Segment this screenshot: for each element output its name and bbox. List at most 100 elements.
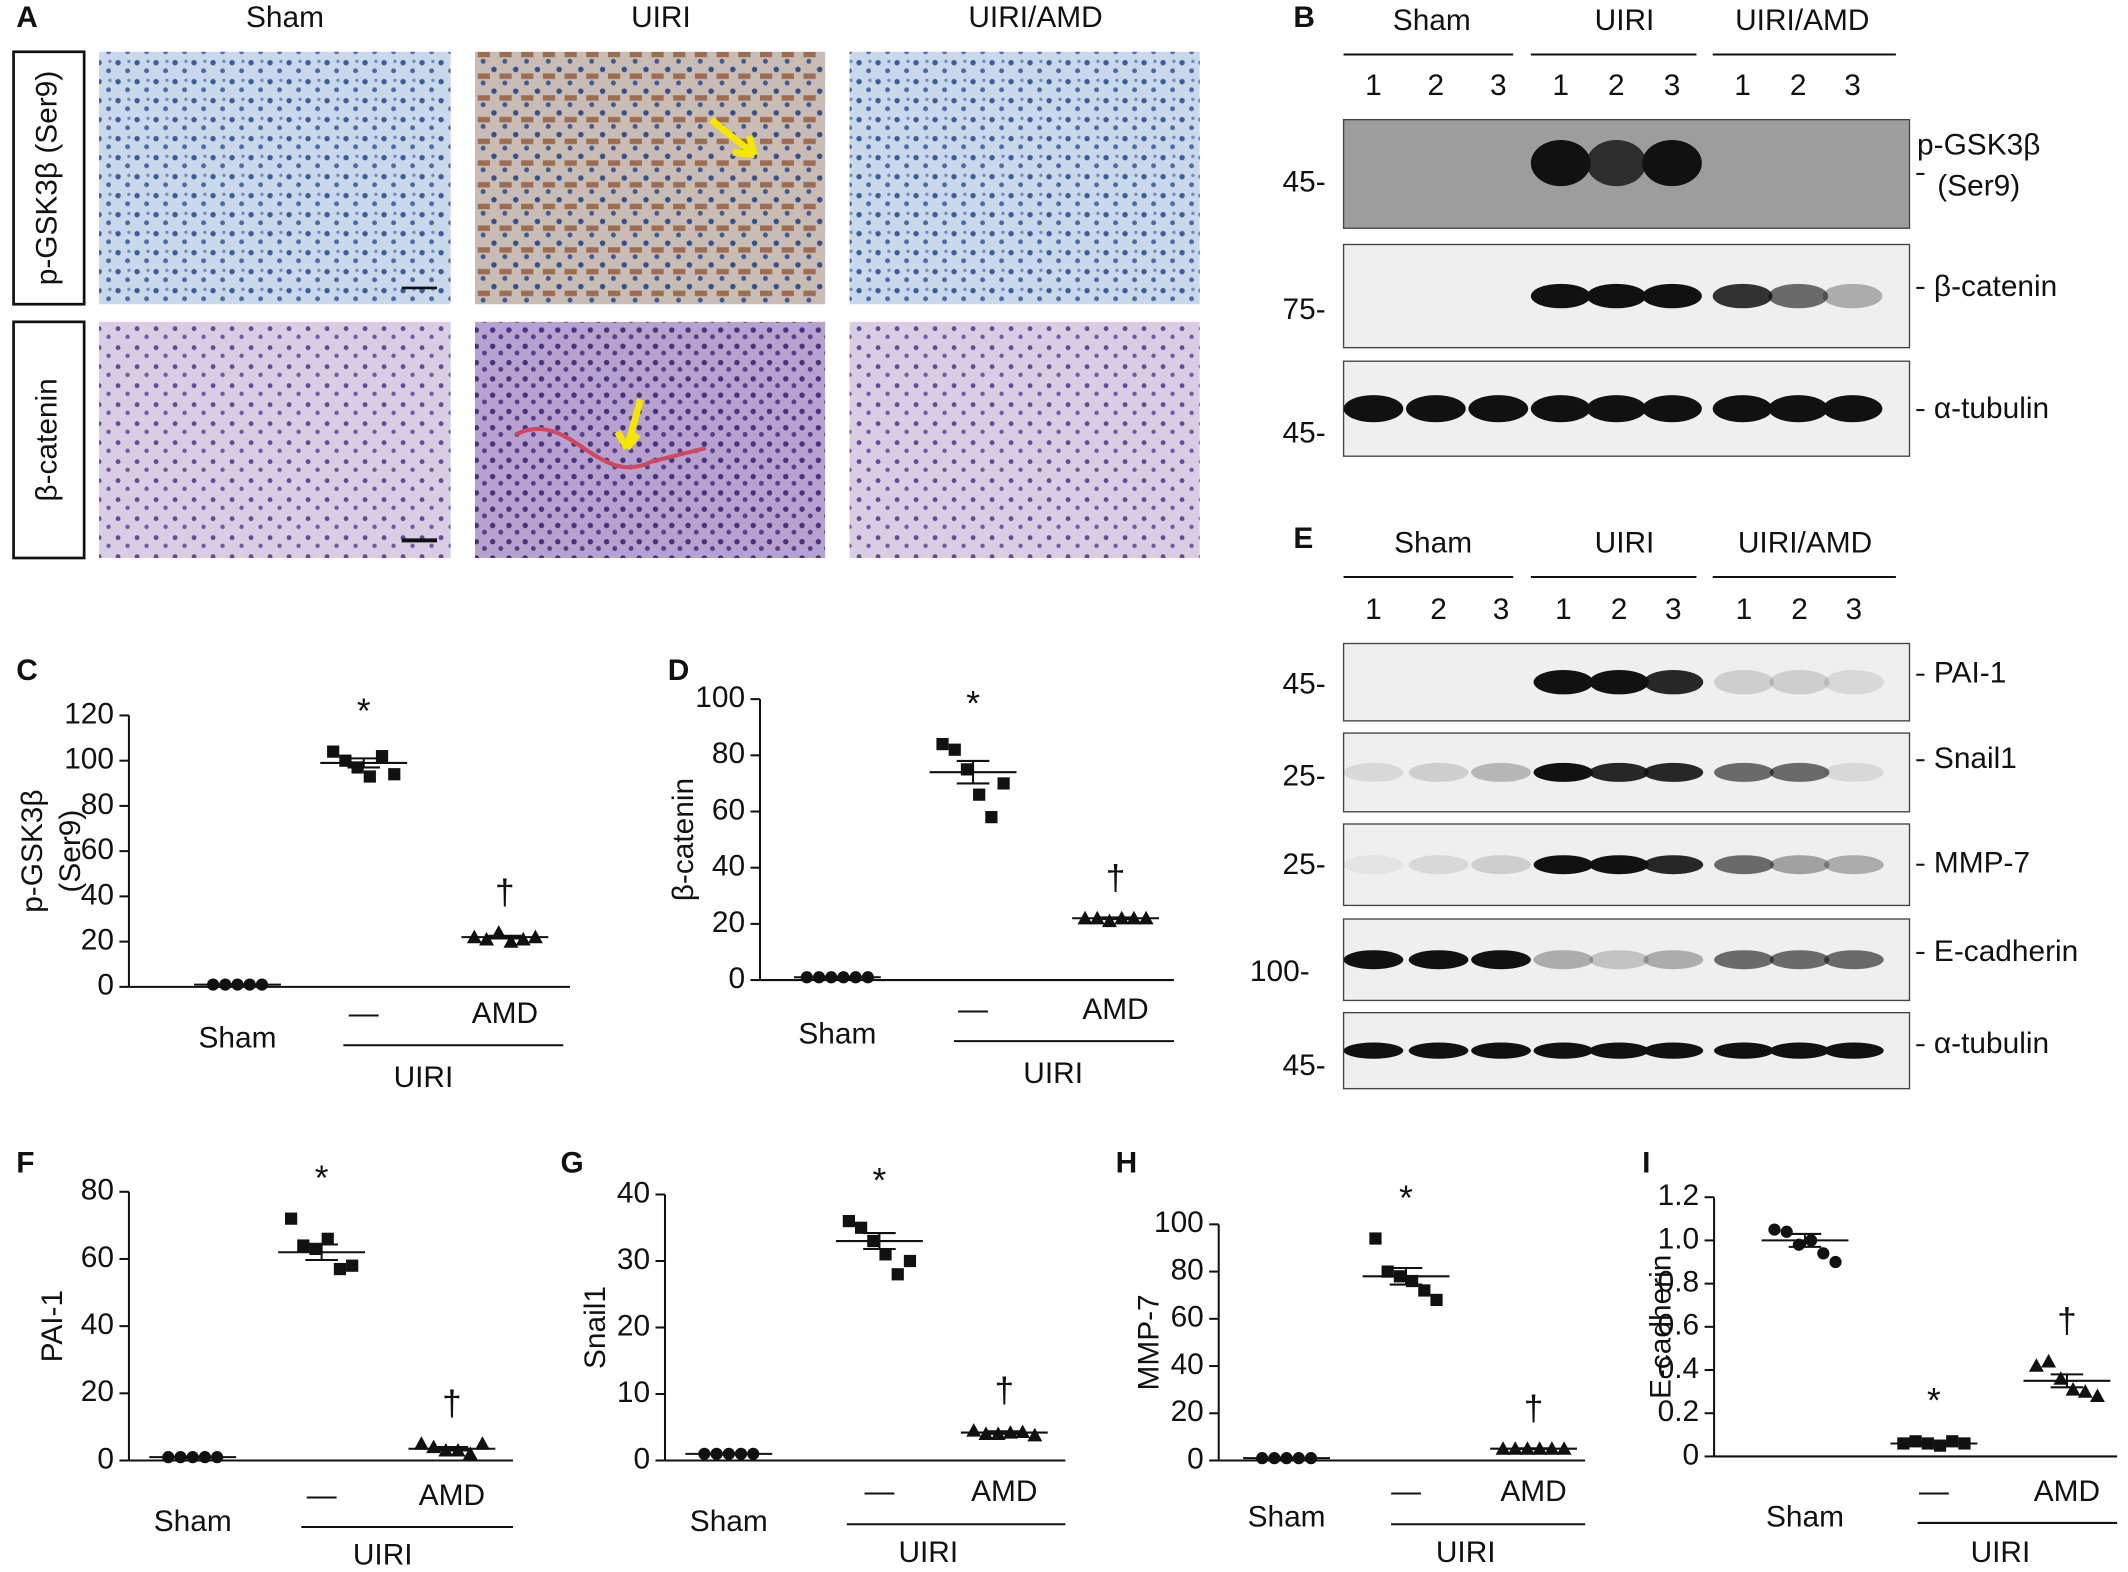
- data-point: [985, 811, 998, 824]
- micrograph: [99, 51, 451, 305]
- band: [1643, 762, 1704, 782]
- y-tick-label: 60: [712, 793, 745, 826]
- x-tick-label: AMD: [472, 997, 538, 1030]
- size-marker: 45-: [1283, 165, 1326, 198]
- y-tick-label: 40: [712, 850, 745, 883]
- data-point: [997, 777, 1010, 790]
- lane-label: 2: [1790, 69, 1807, 102]
- group-label: UIRI: [1023, 1057, 1083, 1090]
- data-point: [1102, 913, 1117, 928]
- y-tick-label: 80: [81, 788, 114, 821]
- band: [1343, 950, 1404, 970]
- band: [1343, 395, 1404, 423]
- y-tick-label: 0: [728, 962, 745, 995]
- y-tick-label: 40: [1171, 1348, 1204, 1381]
- data-point: [936, 737, 949, 751]
- group-label: Sham: [1393, 4, 1471, 37]
- blot-panel: B Sham UIRI UIRI/AMD 1 2 3 1 2 3 1 2 3 45- p-GSK3β (Ser…: [1283, 1, 2057, 457]
- lane-label: 2: [1791, 593, 1808, 626]
- significance-mark: *: [1399, 1179, 1413, 1218]
- group-label: UIRI: [1971, 1536, 2031, 1569]
- x-tick-label: Sham: [690, 1505, 768, 1538]
- band: [1712, 395, 1773, 423]
- data-point: [891, 1268, 904, 1281]
- lane-label: 1: [1734, 69, 1751, 102]
- band: [1468, 395, 1529, 423]
- band: [1343, 762, 1404, 782]
- band: [1714, 1042, 1774, 1059]
- y-tick-label: 0.2: [1658, 1395, 1700, 1428]
- data-point: [363, 770, 376, 783]
- column-title: UIRI/AMD: [968, 1, 1102, 34]
- lane-label: 3: [1844, 69, 1861, 102]
- band: [1769, 950, 1830, 970]
- band: [1408, 855, 1469, 875]
- panel-letter: H: [1116, 1147, 1138, 1180]
- y-tick-label: 0: [1187, 1442, 1204, 1475]
- band: [1642, 395, 1702, 423]
- x-tick-label: —: [1391, 1475, 1421, 1508]
- data-point: [1430, 1293, 1443, 1307]
- lane-label: 3: [1846, 593, 1863, 626]
- x-tick-label: Sham: [1766, 1501, 1844, 1534]
- data-point: [333, 1262, 347, 1276]
- y-tick-label: 1.0: [1658, 1222, 1700, 1255]
- band: [1714, 950, 1774, 970]
- band: [1530, 140, 1591, 187]
- row-label: PAI-1: [1934, 657, 2006, 690]
- group-label: UIRI/AMD: [1738, 526, 1872, 559]
- significance-mark: †: [1106, 859, 1126, 898]
- band: [1343, 855, 1404, 875]
- band: [1589, 855, 1649, 875]
- group-label: UIRI: [353, 1539, 413, 1572]
- panel-letter: A: [16, 1, 38, 34]
- group-label: UIRI: [1595, 4, 1655, 37]
- y-tick-label: 1.2: [1658, 1179, 1700, 1212]
- row-label: MMP-7: [1934, 847, 2030, 880]
- panel-letter: G: [561, 1147, 584, 1180]
- band: [1768, 395, 1829, 423]
- lane-label: 1: [1552, 69, 1569, 102]
- x-tick-label: AMD: [1500, 1475, 1566, 1508]
- micrograph: [849, 321, 1200, 558]
- data-point: [842, 1214, 855, 1228]
- band: [1408, 950, 1469, 970]
- band: [1822, 395, 1883, 423]
- y-tick-label: 0: [1683, 1438, 1700, 1471]
- band: [1586, 283, 1647, 309]
- significance-mark: †: [495, 873, 515, 912]
- band: [1586, 395, 1647, 423]
- data-point: [503, 934, 519, 948]
- group-label: Sham: [1394, 526, 1472, 559]
- x-tick-label: AMD: [1082, 993, 1148, 1026]
- band: [1824, 669, 1884, 695]
- y-tick-label: 120: [64, 697, 114, 730]
- band: [1822, 283, 1883, 309]
- row-label: α-tubulin: [1934, 392, 2049, 425]
- band: [1712, 283, 1773, 309]
- band: [1533, 950, 1594, 970]
- row-label: α-tubulin: [1934, 1027, 2049, 1060]
- y-axis-label: MMP-7: [1133, 1294, 1166, 1390]
- row-label: β-catenin: [31, 378, 64, 501]
- band: [1530, 395, 1591, 423]
- x-tick-label: AMD: [419, 1479, 485, 1512]
- size-marker: 100-: [1250, 955, 1310, 988]
- lane-label: 1: [1365, 69, 1382, 102]
- x-tick-label: AMD: [2034, 1475, 2100, 1508]
- y-axis-label: β-catenin: [667, 778, 700, 901]
- y-tick-label: 100: [695, 681, 745, 714]
- y-axis-label: E-cadherin: [1644, 1255, 1677, 1399]
- data-point: [1829, 1255, 1842, 1269]
- y-tick-label: 0.4: [1658, 1352, 1700, 1385]
- stained-tubule: [514, 426, 707, 470]
- band: [1533, 762, 1594, 782]
- data-point: [879, 1248, 892, 1261]
- size-marker: 45-: [1283, 667, 1326, 700]
- data-point: [855, 1221, 868, 1234]
- y-tick-label: 80: [1171, 1253, 1204, 1286]
- data-point: [1933, 1439, 1947, 1452]
- significance-mark: †: [442, 1384, 462, 1423]
- data-point: [1946, 1435, 1959, 1448]
- band: [1769, 762, 1830, 782]
